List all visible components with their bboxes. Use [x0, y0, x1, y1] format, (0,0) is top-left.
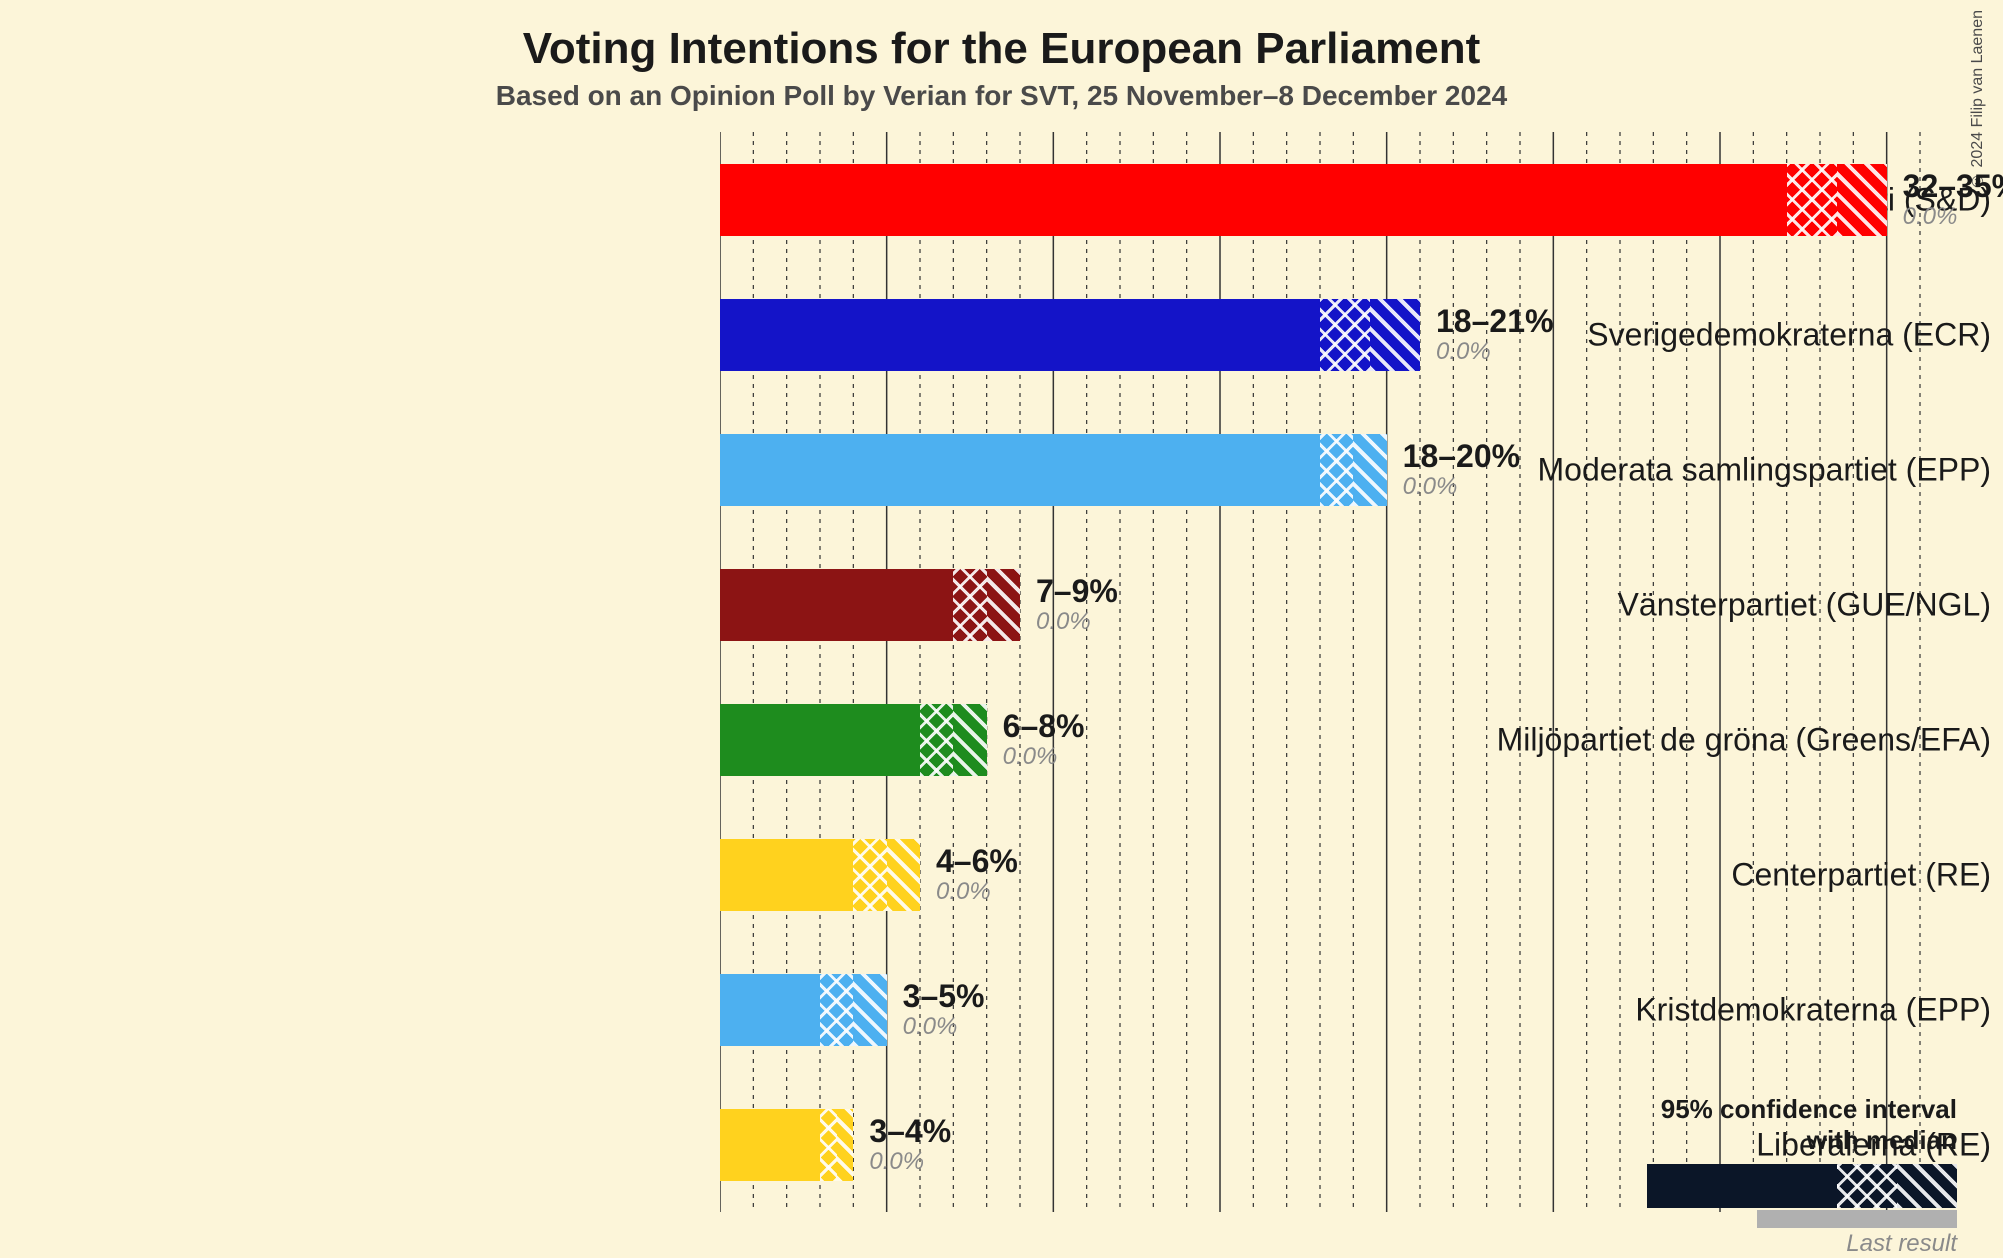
bar-ci-lower	[1320, 299, 1370, 371]
bar-ci-lower	[820, 974, 853, 1046]
value-range: 6–8%	[1003, 709, 1085, 744]
bar-ci-upper	[987, 569, 1020, 641]
party-row: Sverigedemokraterna (ECR)18–21%0.0%	[0, 267, 2003, 402]
bar-ci-lower	[953, 569, 986, 641]
bar-solid	[720, 1109, 820, 1181]
value-label: 18–21%0.0%	[1436, 304, 1553, 366]
party-row: Moderata samlingspartiet (EPP)18–20%0.0%	[0, 402, 2003, 537]
chart-title: Voting Intentions for the European Parli…	[0, 24, 2003, 74]
party-row: Centerpartiet (RE)4–6%0.0%	[0, 807, 2003, 942]
bar-ci-lower	[820, 1109, 837, 1181]
value-range: 3–4%	[869, 1114, 951, 1149]
bar-ci-upper	[887, 839, 920, 911]
value-label: 7–9%0.0%	[1036, 574, 1118, 636]
bar-solid	[720, 839, 853, 911]
bar-area: 18–21%0.0%	[720, 267, 1920, 402]
value-label: 6–8%0.0%	[1003, 709, 1085, 771]
bar-area: 6–8%0.0%	[720, 672, 1920, 807]
value-label: 3–5%0.0%	[903, 979, 985, 1041]
value-range: 3–5%	[903, 979, 985, 1014]
legend: 95% confidence interval with median Last…	[1647, 1094, 1957, 1208]
value-last: 0.0%	[1003, 744, 1085, 770]
bar-ci-lower	[1320, 434, 1353, 506]
value-label: 18–20%0.0%	[1403, 439, 1520, 501]
bar-chart: Sveriges socialdemokratiska arbetarepart…	[0, 132, 2003, 1212]
value-last: 0.0%	[903, 1014, 985, 1040]
bar-solid	[720, 569, 953, 641]
bar-area: 7–9%0.0%	[720, 537, 1920, 672]
party-row: Kristdemokraterna (EPP)3–5%0.0%	[0, 942, 2003, 1077]
value-range: 18–21%	[1436, 304, 1553, 339]
bar-area: 18–20%0.0%	[720, 402, 1920, 537]
value-range: 18–20%	[1403, 439, 1520, 474]
value-label: 3–4%0.0%	[869, 1114, 951, 1176]
bar-area: 32–35%0.0%	[720, 132, 1920, 267]
legend-line1: 95% confidence interval	[1647, 1094, 1957, 1125]
bar-ci-upper	[1370, 299, 1420, 371]
legend-line2: with median	[1647, 1125, 1957, 1156]
bar-ci-lower	[920, 704, 953, 776]
bar-solid	[720, 299, 1320, 371]
value-last: 0.0%	[1436, 339, 1553, 365]
bar-solid	[720, 704, 920, 776]
chart-subtitle: Based on an Opinion Poll by Verian for S…	[0, 80, 2003, 112]
bar-ci-lower	[1787, 164, 1837, 236]
value-range: 4–6%	[936, 844, 1018, 879]
bar-ci-upper	[1837, 164, 1887, 236]
bar-area: 3–5%0.0%	[720, 942, 1920, 1077]
value-label: 32–35%0.0%	[1903, 169, 2003, 231]
bar-ci-upper	[853, 974, 886, 1046]
value-range: 32–35%	[1903, 169, 2003, 204]
bar-solid	[720, 434, 1320, 506]
bar-ci-upper	[837, 1109, 854, 1181]
value-label: 4–6%0.0%	[936, 844, 1018, 906]
bar-solid	[720, 974, 820, 1046]
bar-solid	[720, 164, 1787, 236]
value-last: 0.0%	[1903, 204, 2003, 230]
party-row: Vänsterpartiet (GUE/NGL)7–9%0.0%	[0, 537, 2003, 672]
party-row: Miljöpartiet de gröna (Greens/EFA)6–8%0.…	[0, 672, 2003, 807]
party-row: Sveriges socialdemokratiska arbetarepart…	[0, 132, 2003, 267]
legend-sample-bar: Last result	[1647, 1164, 1957, 1208]
value-last: 0.0%	[1036, 609, 1118, 635]
bar-ci-upper	[953, 704, 986, 776]
value-last: 0.0%	[936, 879, 1018, 905]
bar-ci-upper	[1353, 434, 1386, 506]
bar-ci-lower	[853, 839, 886, 911]
bar-area: 4–6%0.0%	[720, 807, 1920, 942]
value-range: 7–9%	[1036, 574, 1118, 609]
value-last: 0.0%	[1403, 474, 1520, 500]
value-last: 0.0%	[869, 1149, 951, 1175]
